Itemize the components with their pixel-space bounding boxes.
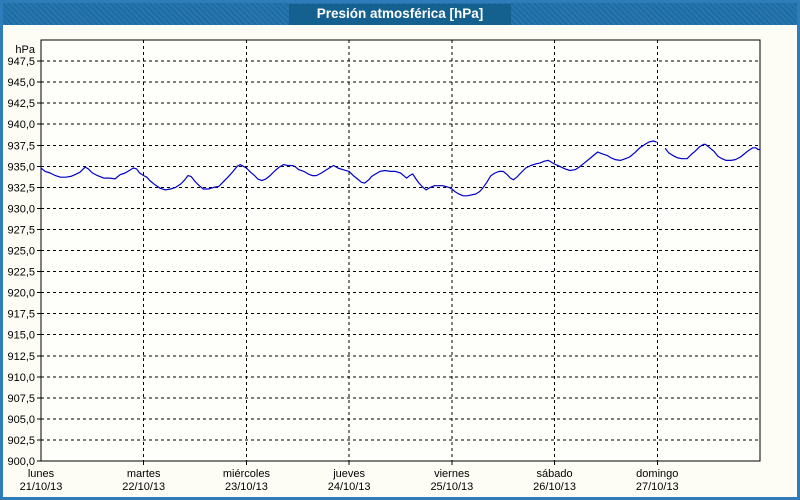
x-day-label: lunes bbox=[28, 468, 55, 480]
x-day-label: martes bbox=[127, 468, 161, 480]
x-date-label: 23/10/13 bbox=[225, 481, 268, 493]
chart-area: 947,5 945,0 942,5 940,0 937,5 935,0 932,5 930,0… bbox=[3, 25, 797, 497]
plot-frame bbox=[40, 39, 761, 462]
x-date-label: 21/10/13 bbox=[20, 481, 63, 493]
x-date-label: 27/10/13 bbox=[636, 481, 679, 493]
y-tick-label: 935,0 bbox=[7, 161, 35, 173]
x-date-label: 26/10/13 bbox=[533, 481, 576, 493]
pressure-line-segment bbox=[664, 143, 761, 161]
y-tick-label: 930,0 bbox=[7, 203, 35, 215]
y-tick-label: 940,0 bbox=[7, 119, 35, 131]
y-axis-unit-label: hPa bbox=[15, 44, 35, 56]
x-day-label: domingo bbox=[636, 468, 678, 480]
x-day-label: sábado bbox=[537, 468, 573, 480]
x-day-label: viernes bbox=[434, 468, 470, 480]
x-date-label: 22/10/13 bbox=[122, 481, 165, 493]
y-tick-label: 900,0 bbox=[7, 456, 35, 468]
window-titlebar: Presión atmosférica [hPa] bbox=[3, 3, 797, 25]
y-tick-label: 947,5 bbox=[7, 56, 35, 68]
y-tick-label: 917,5 bbox=[7, 309, 35, 321]
x-day-label: miércoles bbox=[223, 468, 271, 480]
chart-svg: 947,5 945,0 942,5 940,0 937,5 935,0 932,5 930,0… bbox=[7, 39, 761, 493]
y-tick-label: 942,5 bbox=[7, 98, 35, 110]
y-tick-label: 907,5 bbox=[7, 393, 35, 405]
y-tick-label: 932,5 bbox=[7, 182, 35, 194]
y-tick-label: 912,5 bbox=[7, 351, 35, 363]
y-tick-label: 920,0 bbox=[7, 288, 35, 300]
plot-background bbox=[41, 40, 760, 461]
y-tick-label: 937,5 bbox=[7, 140, 35, 152]
x-date-label: 25/10/13 bbox=[430, 481, 473, 493]
y-tick-label: 945,0 bbox=[7, 77, 35, 89]
y-tick-label: 902,5 bbox=[7, 435, 35, 447]
x-date-label: 24/10/13 bbox=[328, 481, 371, 493]
y-tick-label: 927,5 bbox=[7, 224, 35, 236]
pressure-line-segment bbox=[40, 140, 657, 197]
y-tick-label: 905,0 bbox=[7, 414, 35, 426]
y-tick-label: 925,0 bbox=[7, 246, 35, 258]
x-day-label: jueves bbox=[332, 468, 365, 480]
window-title: Presión atmosférica [hPa] bbox=[288, 3, 512, 25]
y-tick-label: 922,5 bbox=[7, 267, 35, 279]
y-tick-label: 915,0 bbox=[7, 330, 35, 342]
y-tick-label: 910,0 bbox=[7, 372, 35, 384]
